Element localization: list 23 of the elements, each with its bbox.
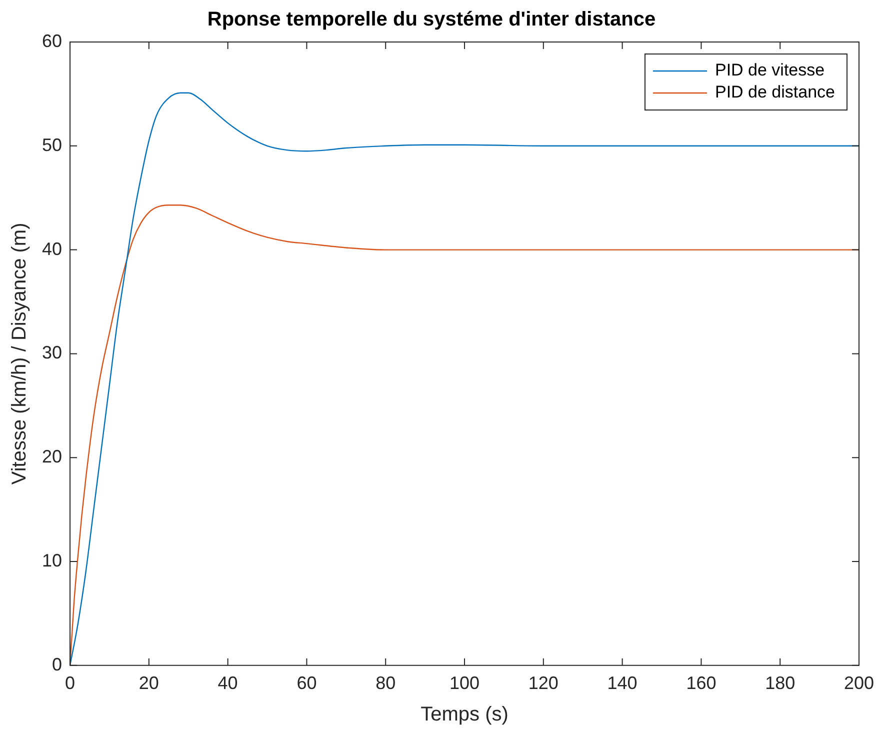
x-tick-label: 140 bbox=[607, 673, 638, 694]
x-tick-label: 200 bbox=[844, 673, 874, 694]
y-tick-label: 20 bbox=[42, 446, 62, 467]
y-tick-label: 10 bbox=[42, 550, 62, 570]
x-tick-label: 120 bbox=[528, 673, 558, 694]
y-axis-title: Vitesse (km/h) / Disyance (m) bbox=[8, 222, 31, 485]
legend-label: PID de distance bbox=[714, 82, 836, 102]
y-tick-label: 0 bbox=[52, 654, 62, 674]
x-tick-label: 0 bbox=[65, 673, 76, 694]
x-tick-label: 40 bbox=[218, 673, 238, 694]
chart-title: Rponse temporelle du systéme d'inter distance bbox=[207, 8, 656, 31]
x-tick-label: 20 bbox=[138, 673, 159, 694]
legend-label: PID de vitesse bbox=[714, 60, 825, 80]
x-tick-label: 100 bbox=[449, 673, 480, 694]
y-tick-label: 50 bbox=[42, 134, 62, 155]
x-tick-label: 60 bbox=[296, 673, 317, 694]
x-tick-label: 160 bbox=[686, 673, 716, 694]
x-tick-label: 180 bbox=[765, 673, 796, 694]
y-tick-label: 60 bbox=[42, 30, 62, 51]
y-tick-label: 40 bbox=[42, 238, 62, 259]
x-axis-title: Temps (s) bbox=[420, 704, 508, 726]
y-tick-label: 30 bbox=[42, 342, 62, 363]
x-tick-label: 80 bbox=[376, 673, 396, 694]
